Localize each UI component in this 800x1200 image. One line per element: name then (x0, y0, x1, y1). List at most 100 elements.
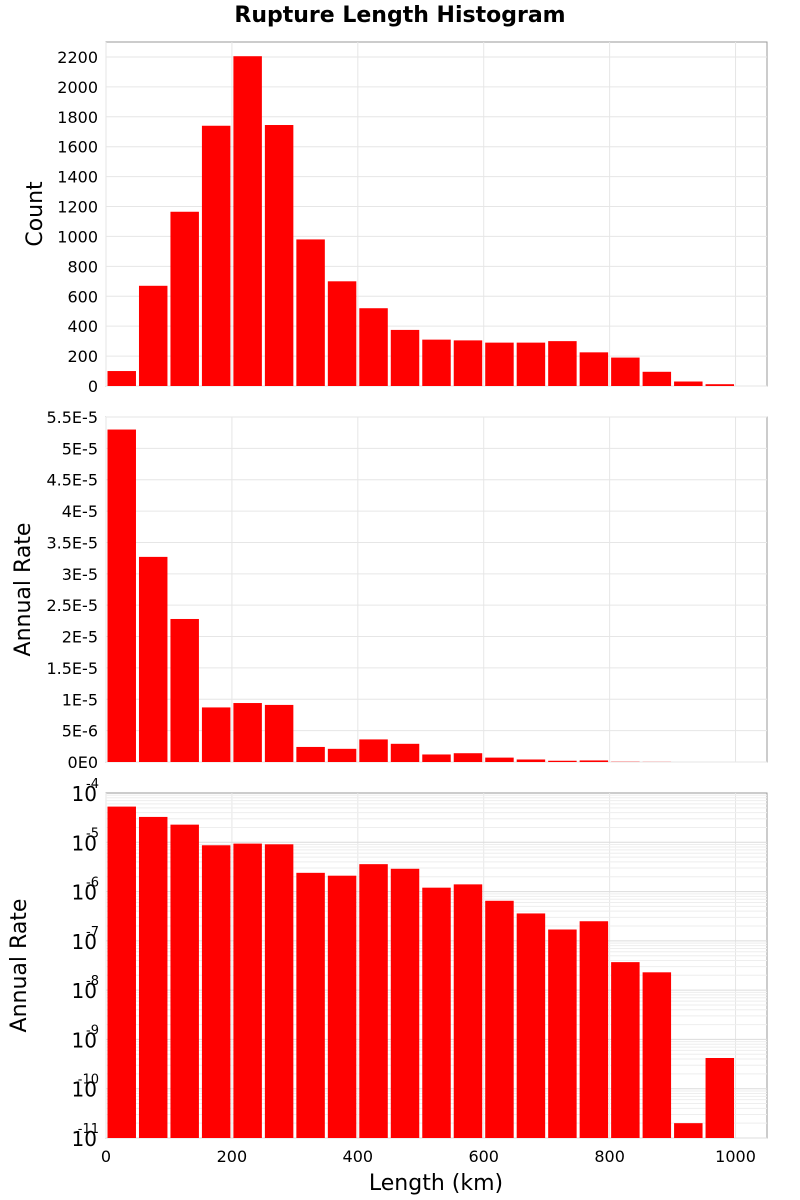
y-tick-label: 10 (72, 979, 97, 1003)
x-axis-label: Length (km) (369, 1171, 503, 1196)
histogram-bar (705, 384, 735, 386)
y-tick-exponent: -8 (86, 974, 99, 989)
histogram-bar (674, 1123, 703, 1138)
histogram-bar (201, 125, 231, 386)
x-axis-ticks: 0 200 400 600 800 1000 (101, 1147, 756, 1166)
y-tick-label: 10 (72, 782, 97, 806)
y-axis-label: Count (23, 181, 48, 247)
histogram-bar (422, 887, 451, 1138)
y-tick-label: 10 (72, 831, 97, 855)
y-tick-label: 5.5E-5 (46, 408, 98, 427)
y-tick-label: 2E-5 (62, 628, 98, 647)
annual-rate-log-panel: 10-1110-1010-910-810-710-610-510-4Annual… (7, 777, 768, 1151)
histogram-bar (422, 754, 451, 762)
histogram-bar (296, 746, 325, 762)
y-tick-exponent: -11 (78, 1122, 99, 1137)
chart-title: Rupture Length Histogram (234, 3, 565, 28)
y-tick-exponent: -7 (86, 925, 99, 940)
histogram-bar (201, 845, 231, 1138)
y-tick-label: 10 (72, 881, 97, 905)
annual-rate-linear-panel: 0E0 5E-6 1E-5 1.5E-5 2E-5 2.5E-5 3E-5 3.5E-5 4E-… (11, 408, 768, 772)
histogram-bar (642, 972, 672, 1138)
histogram-bar (579, 921, 609, 1138)
histogram-bar (201, 707, 231, 762)
histogram-bar (453, 340, 483, 386)
y-tick-labels: 0E0 5E-6 1E-5 1.5E-5 2E-5 2.5E-5 3E-5 3.5E-5 4E-… (46, 408, 98, 772)
y-tick-exponent: -9 (86, 1023, 99, 1038)
y-tick-label: 2.5E-5 (46, 596, 98, 615)
histogram-bar (170, 824, 199, 1138)
histogram-bar (264, 125, 294, 386)
plot-area (105, 416, 768, 763)
x-tick-label: 0 (101, 1147, 111, 1166)
y-tick-label: 4E-5 (62, 502, 98, 521)
histogram-bar (296, 872, 325, 1138)
histogram-bar (170, 211, 199, 386)
histogram-bar (579, 352, 609, 386)
histogram-bar (611, 357, 640, 386)
y-tick-label: 600 (67, 287, 98, 306)
histogram-bar (327, 281, 357, 386)
y-tick-exponent: -5 (86, 826, 99, 841)
y-tick-label: 1800 (57, 108, 98, 127)
histogram-bar (485, 757, 514, 762)
y-tick-label: 3.5E-5 (46, 533, 98, 552)
histogram-bar (327, 748, 357, 762)
y-tick-label: 1400 (57, 168, 98, 187)
y-tick-label: 10 (72, 1028, 97, 1052)
histogram-bar (516, 759, 546, 762)
histogram-bar (548, 929, 577, 1138)
y-tick-label: 400 (67, 317, 98, 336)
histogram-bar (107, 806, 136, 1138)
bars (107, 806, 735, 1138)
x-tick-label: 1000 (715, 1147, 756, 1166)
y-axis-label: Annual Rate (11, 523, 36, 657)
x-tick-label: 800 (594, 1147, 625, 1166)
histogram-bar (359, 308, 388, 386)
x-tick-label: 400 (343, 1147, 374, 1166)
x-tick-label: 200 (217, 1147, 248, 1166)
histogram-bar (233, 56, 262, 387)
histogram-bar (611, 962, 640, 1138)
count-panel: 0 200 400 600 800 1000 1200 1400 1600 1800 2000 220… (23, 41, 768, 396)
histogram-bar (296, 239, 325, 386)
y-tick-label: 1E-5 (62, 690, 98, 709)
histogram-bar (327, 875, 357, 1138)
histogram-bar (359, 739, 388, 762)
histogram-bar (422, 339, 451, 386)
y-tick-label: 800 (67, 257, 98, 276)
histogram-bar (138, 816, 168, 1138)
histogram-bar (548, 341, 577, 386)
histogram-bar (264, 704, 294, 762)
histogram-bar (138, 285, 168, 386)
histogram-bar (516, 342, 546, 386)
histogram-bar (674, 381, 703, 386)
y-tick-label: 1000 (57, 227, 98, 246)
y-tick-label: 2000 (57, 78, 98, 97)
y-tick-labels: 0 200 400 600 800 1000 1200 1400 1600 1800 2000 220… (57, 48, 98, 396)
y-tick-exponent: -4 (86, 777, 99, 792)
y-tick-label: 4.5E-5 (46, 471, 98, 490)
bars (107, 56, 735, 387)
bars (107, 429, 672, 762)
y-tick-label: 10 (72, 1078, 97, 1102)
histogram-bar (453, 884, 483, 1138)
histogram-bar (233, 843, 262, 1138)
y-tick-label: 5E-5 (62, 439, 98, 458)
y-axis-label: Annual Rate (7, 899, 32, 1033)
histogram-bar (390, 868, 420, 1138)
x-tick-label: 600 (468, 1147, 499, 1166)
histogram-bar (705, 1057, 735, 1138)
y-tick-label: 5E-6 (62, 722, 98, 741)
histogram-bar (359, 864, 388, 1138)
y-tick-label: 1200 (57, 198, 98, 217)
histogram-bar (453, 753, 483, 762)
histogram-bar (516, 913, 546, 1138)
y-tick-label: 10 (72, 930, 97, 954)
histogram-bar (107, 429, 136, 762)
y-tick-label: 1.5E-5 (46, 659, 98, 678)
histogram-bar (170, 618, 199, 762)
histogram-bar (485, 900, 514, 1138)
